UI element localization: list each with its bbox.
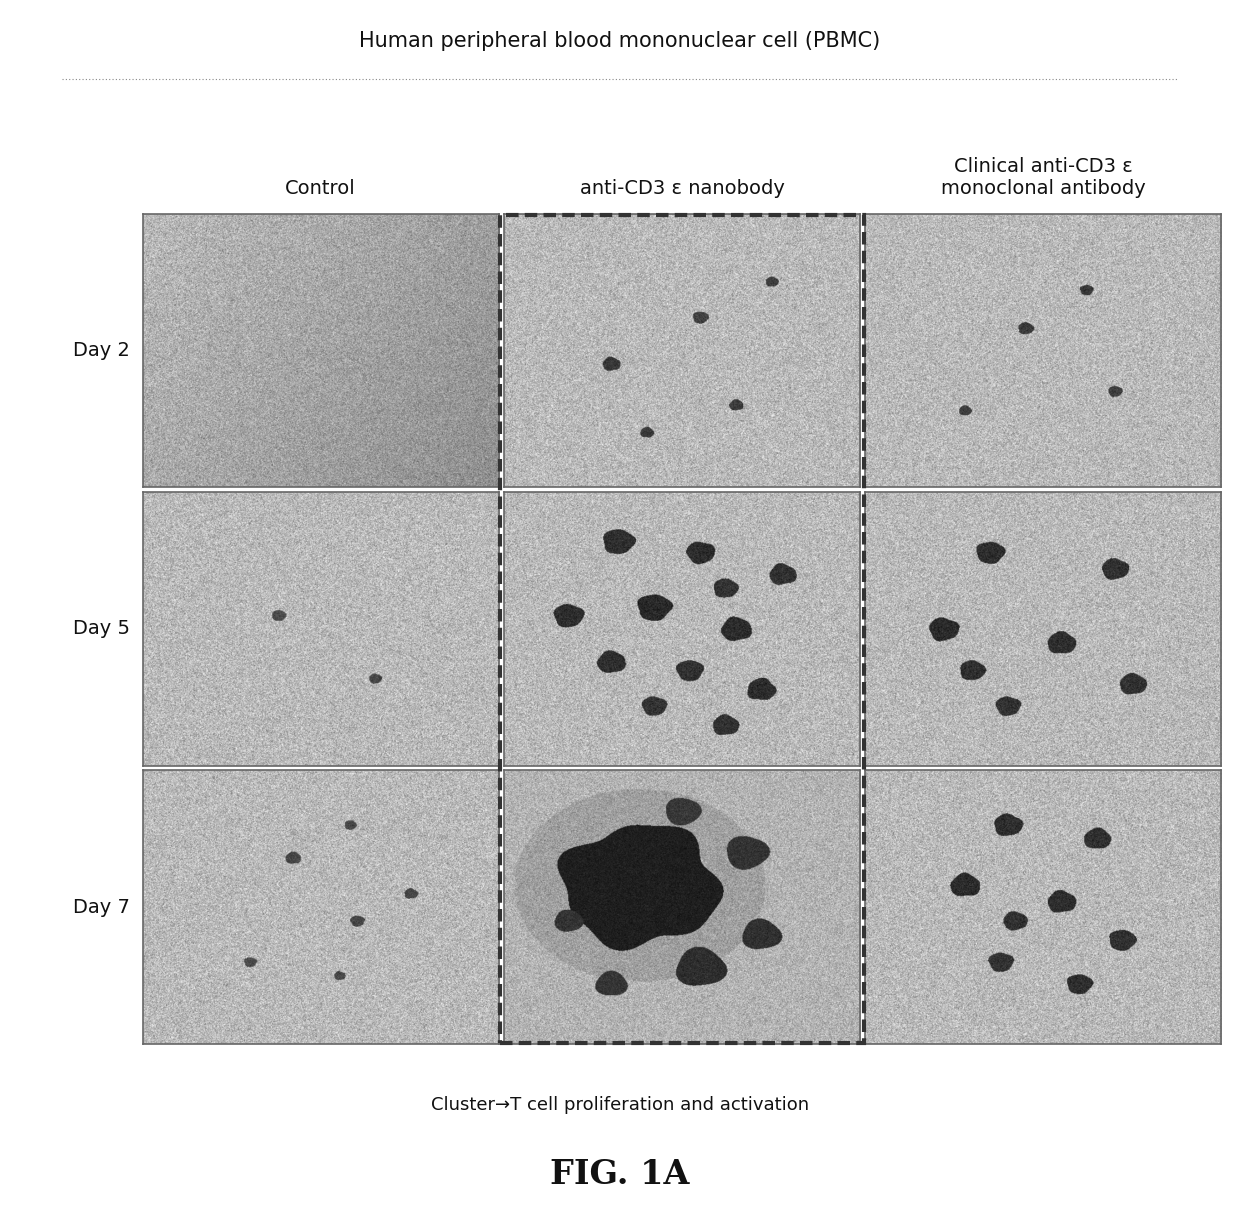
Text: Clinical anti-CD3 ε
monoclonal antibody: Clinical anti-CD3 ε monoclonal antibody xyxy=(941,156,1146,198)
Text: Control: Control xyxy=(285,178,356,198)
Text: Day 2: Day 2 xyxy=(73,341,130,360)
Text: anti-CD3 ε nanobody: anti-CD3 ε nanobody xyxy=(579,178,785,198)
Text: Cluster→T cell proliferation and activation: Cluster→T cell proliferation and activat… xyxy=(432,1096,808,1114)
Text: FIG. 1A: FIG. 1A xyxy=(551,1158,689,1192)
Text: Day 7: Day 7 xyxy=(73,897,130,917)
Text: Human peripheral blood mononuclear cell (PBMC): Human peripheral blood mononuclear cell … xyxy=(360,31,880,50)
Text: Day 5: Day 5 xyxy=(73,619,130,639)
